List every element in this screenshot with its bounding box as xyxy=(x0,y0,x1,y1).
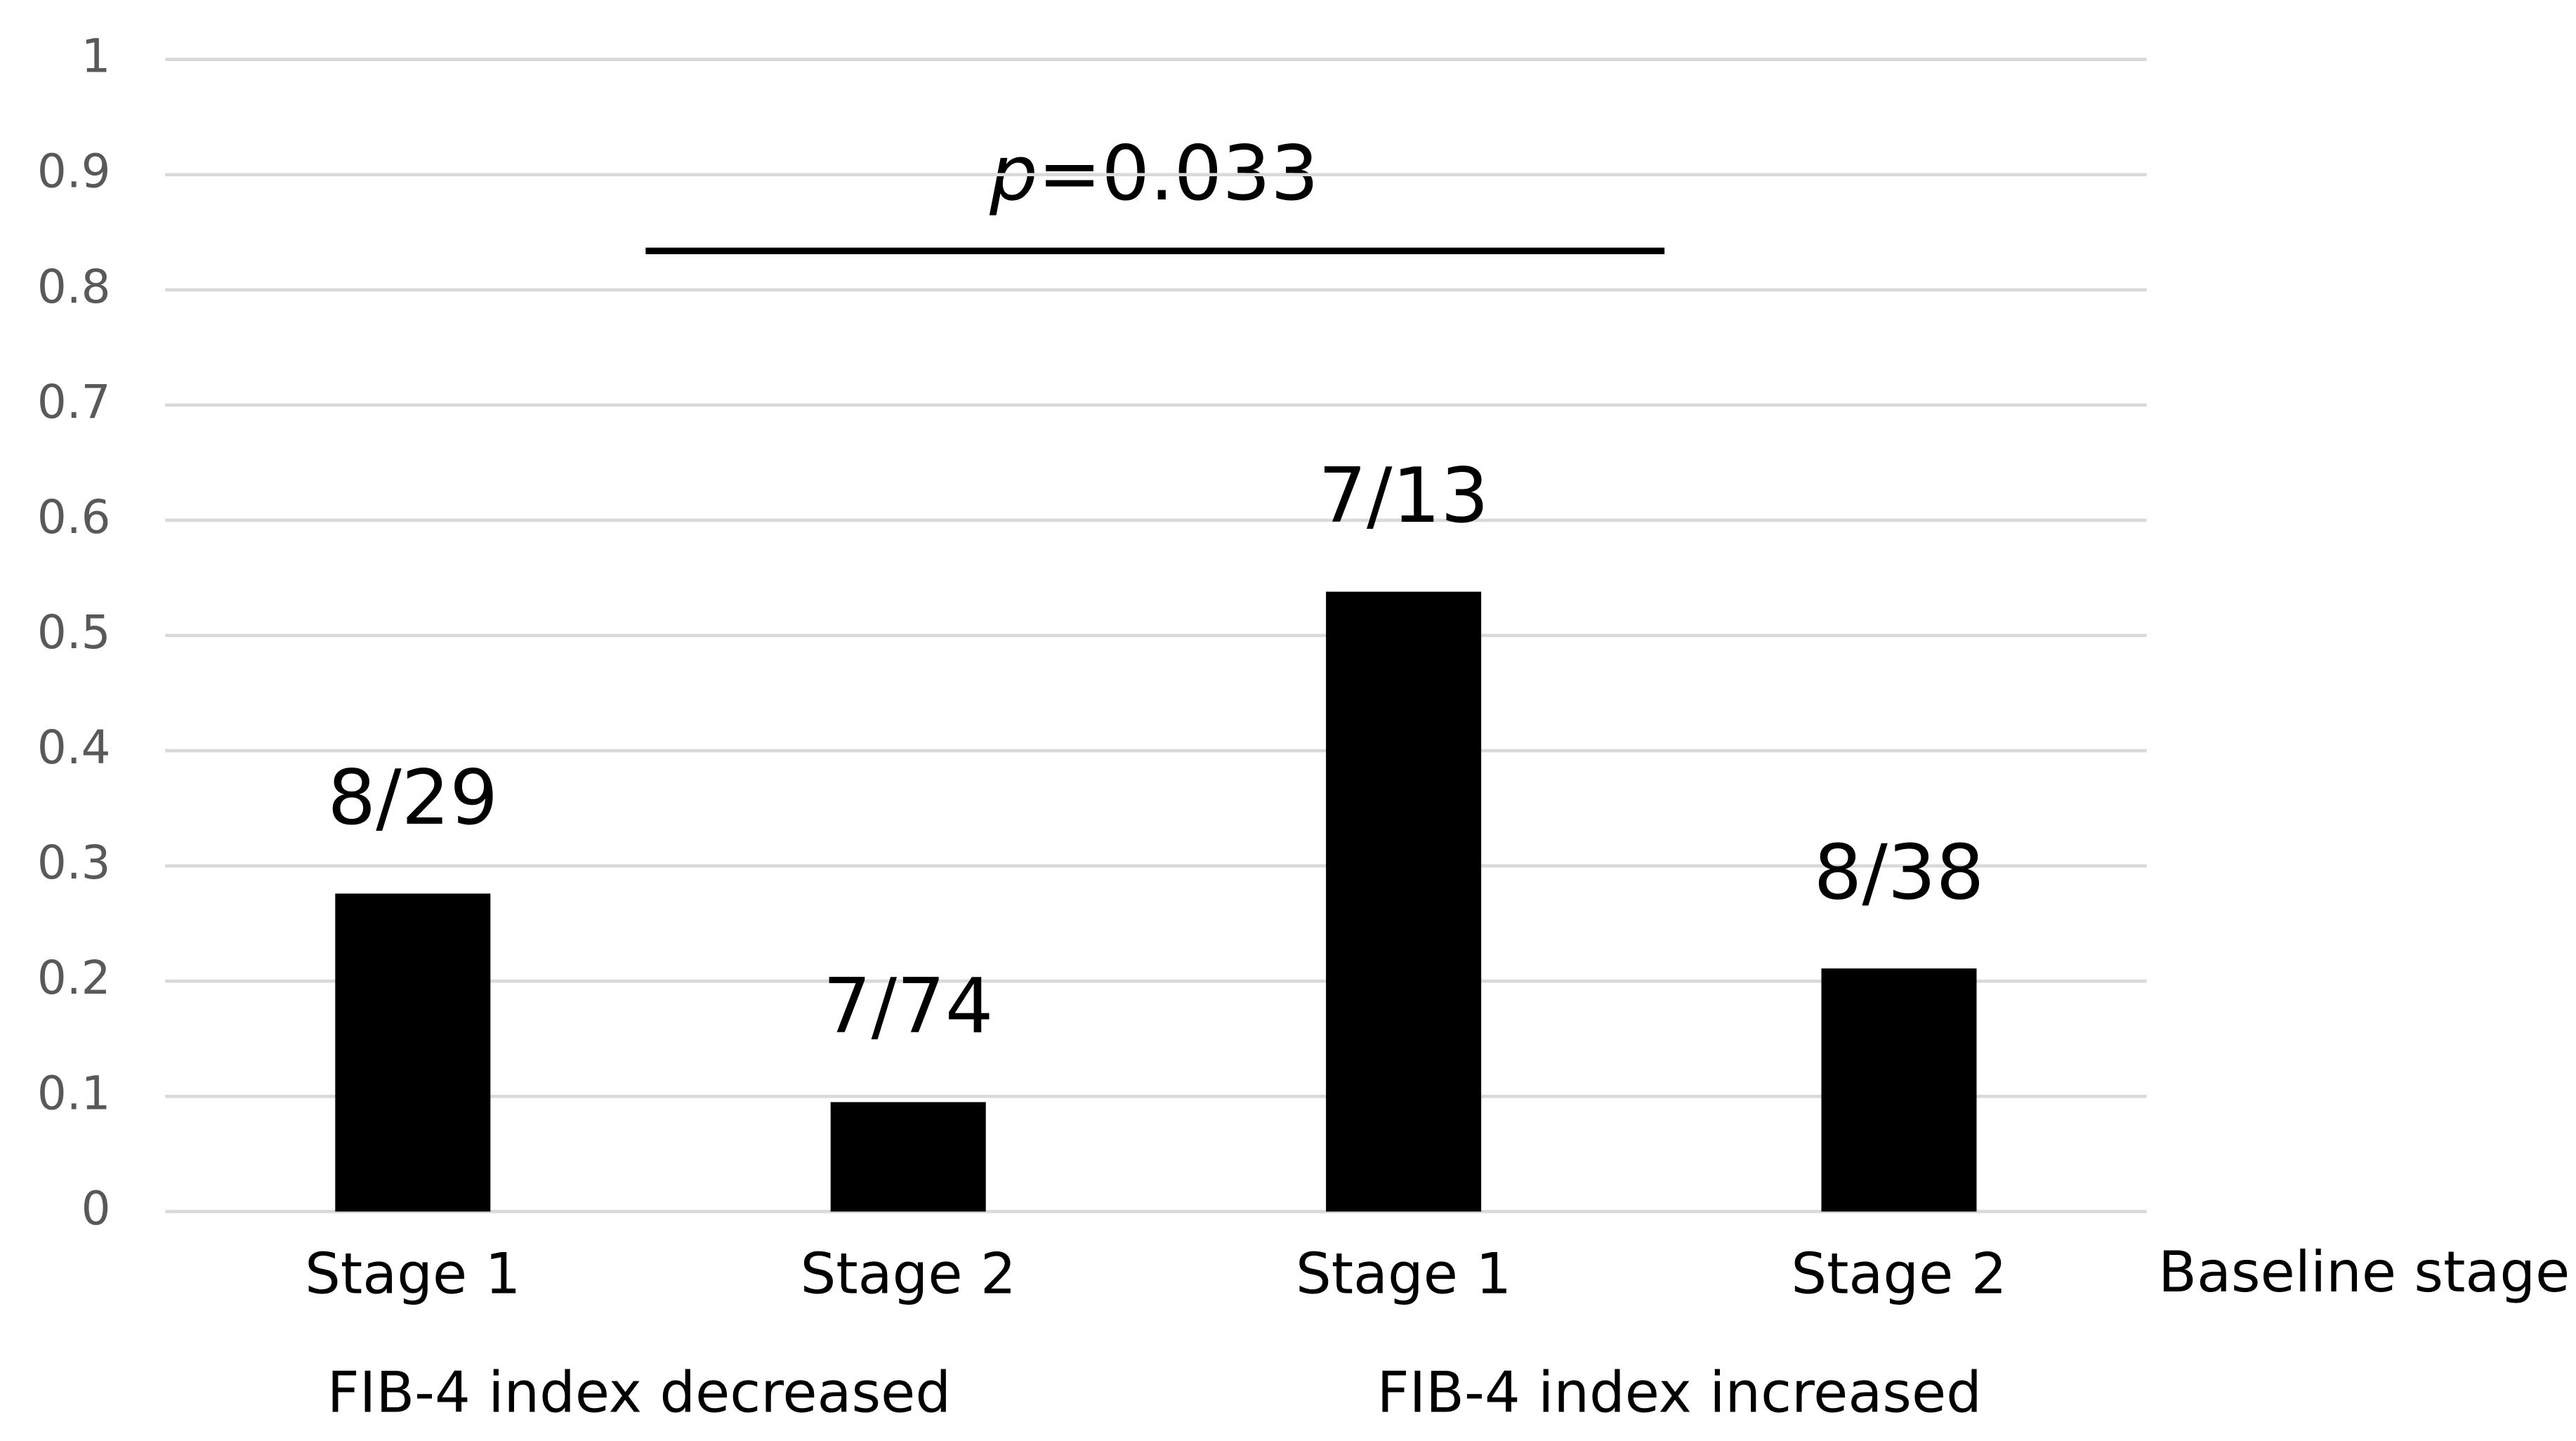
x-axis-label: Baseline stage xyxy=(2158,1239,2570,1305)
group-label: FIB-4 index decreased xyxy=(327,1360,951,1426)
y-tick-label: 0.4 xyxy=(37,720,111,775)
y-tick-label: 0.7 xyxy=(37,375,111,429)
value-label: 7/13 xyxy=(1318,452,1489,540)
bar xyxy=(1821,968,1977,1212)
value-label: 8/38 xyxy=(1814,829,1985,917)
y-tick-label: 0.1 xyxy=(37,1066,111,1120)
bar xyxy=(335,893,491,1212)
y-tick-label: 0.5 xyxy=(37,605,111,659)
y-tick-label: 0.9 xyxy=(37,145,111,199)
x-tick-label: Stage 1 xyxy=(1296,1241,1511,1306)
y-tick-label: 0.8 xyxy=(37,260,111,314)
x-tick-label: Stage 2 xyxy=(1791,1241,2006,1306)
y-tick-label: 0 xyxy=(81,1181,111,1235)
value-label: 7/74 xyxy=(823,962,994,1051)
y-tick-label: 0.2 xyxy=(37,951,111,1005)
y-tick-label: 0.6 xyxy=(37,490,111,544)
bar xyxy=(830,1102,986,1212)
x-tick-label: Stage 2 xyxy=(801,1241,1016,1306)
group-label: FIB-4 index increased xyxy=(1377,1360,1982,1426)
bar xyxy=(1326,591,1482,1212)
x-tick-label: Stage 1 xyxy=(305,1241,520,1306)
value-label: 8/29 xyxy=(327,754,498,842)
y-tick-label: 0.3 xyxy=(37,836,111,890)
y-tick-label: 1 xyxy=(81,29,111,84)
